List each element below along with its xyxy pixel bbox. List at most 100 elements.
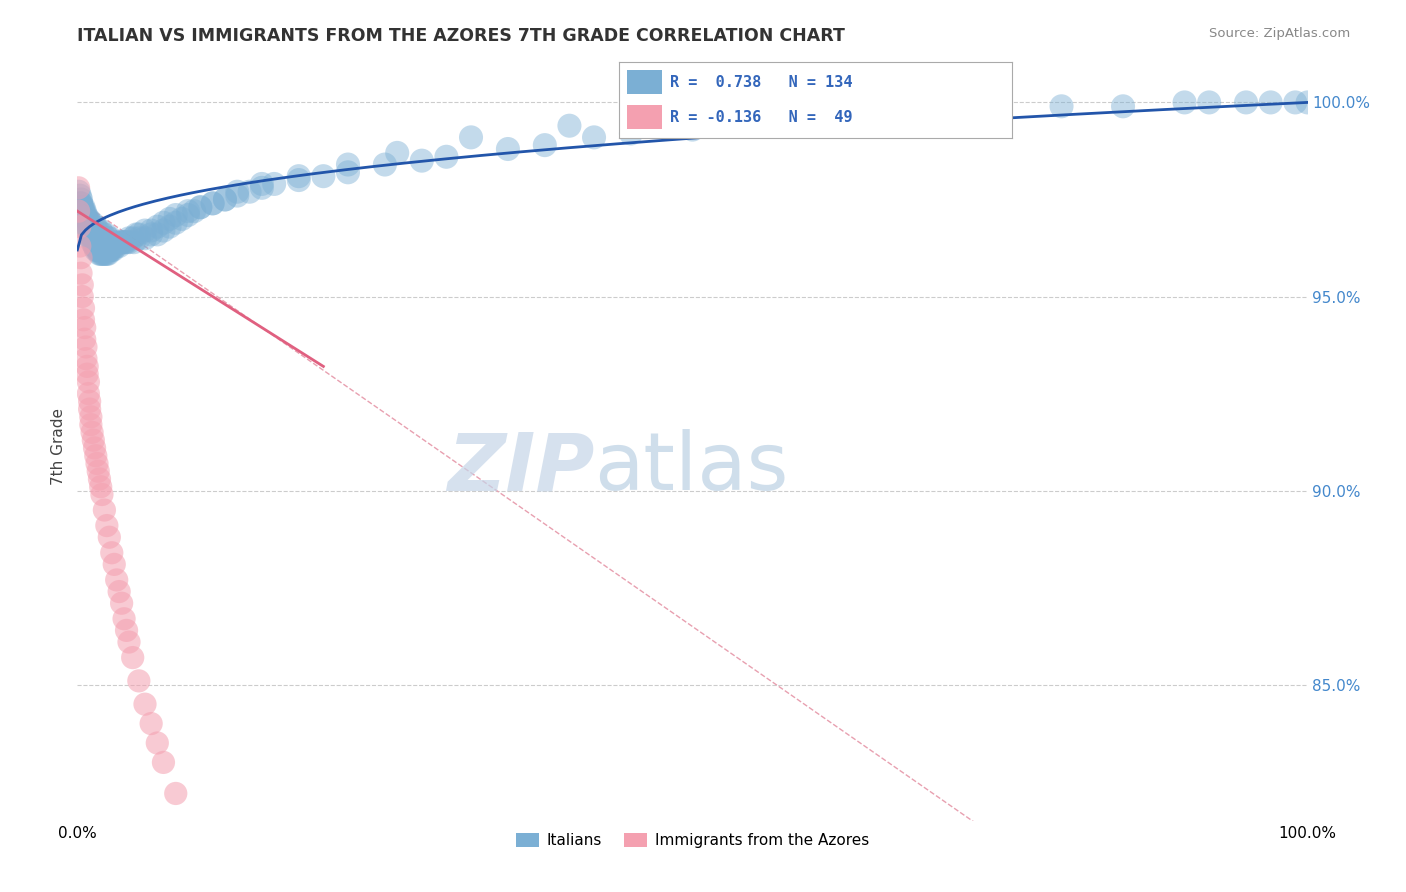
Point [69, 219, 91, 234]
Point [70, 200, 93, 214]
Text: Source: ZipAtlas.com: Source: ZipAtlas.com [1209, 27, 1350, 40]
Point [159, 211, 181, 226]
Point [103, 235, 125, 250]
Point [84, 239, 107, 253]
Point [70, 200, 93, 214]
Point [742, 119, 765, 133]
Point [188, 200, 212, 214]
Point [460, 130, 482, 145]
Point [87, 223, 110, 237]
Point [411, 153, 433, 168]
Point [100, 243, 122, 257]
Point [201, 196, 224, 211]
Point [93, 503, 115, 517]
Point [115, 624, 138, 638]
Point [121, 650, 143, 665]
Point [69, 239, 91, 253]
Point [170, 211, 193, 226]
Point [80, 231, 103, 245]
Point [89, 243, 111, 257]
Point [141, 223, 163, 237]
Point [77, 219, 100, 234]
Point [79, 227, 101, 242]
Point [141, 227, 163, 242]
Point [496, 142, 519, 156]
Point [1296, 95, 1319, 110]
Point [86, 457, 108, 471]
Point [177, 208, 200, 222]
Point [83, 441, 105, 455]
Point [98, 530, 121, 544]
Point [239, 185, 262, 199]
Point [90, 223, 112, 237]
Point [75, 340, 97, 354]
Point [72, 301, 94, 315]
Point [288, 169, 311, 184]
Point [183, 204, 205, 219]
Point [96, 247, 118, 261]
Point [76, 367, 98, 381]
Point [682, 107, 704, 121]
Point [70, 266, 93, 280]
Point [583, 130, 606, 145]
Point [79, 223, 101, 237]
Point [103, 239, 125, 253]
Point [77, 386, 100, 401]
Point [988, 103, 1011, 118]
Point [118, 635, 141, 649]
Point [82, 433, 104, 447]
Point [80, 409, 103, 424]
Point [98, 243, 121, 257]
Point [1260, 95, 1282, 110]
Point [76, 211, 98, 226]
Point [141, 716, 163, 731]
Point [69, 196, 91, 211]
Point [134, 697, 156, 711]
Text: atlas: atlas [595, 429, 789, 508]
Point [108, 584, 131, 599]
Point [67, 185, 90, 199]
Point [82, 231, 104, 245]
Point [72, 313, 94, 327]
Point [108, 239, 131, 253]
Point [73, 332, 96, 346]
Point [152, 216, 174, 230]
Point [165, 787, 187, 801]
Point [84, 219, 107, 234]
Point [82, 235, 104, 250]
Point [146, 219, 169, 234]
Point [94, 227, 117, 242]
Point [250, 181, 273, 195]
Point [188, 200, 212, 214]
Point [75, 351, 97, 366]
FancyBboxPatch shape [627, 105, 662, 129]
Point [165, 208, 187, 222]
Point [1112, 99, 1135, 113]
Point [226, 185, 249, 199]
Point [118, 235, 141, 250]
Point [682, 122, 704, 136]
Point [86, 243, 108, 257]
Point [90, 480, 112, 494]
Point [128, 673, 150, 688]
Point [82, 235, 104, 250]
Point [105, 239, 128, 253]
Point [77, 223, 100, 237]
Point [96, 518, 118, 533]
Point [263, 177, 285, 191]
Point [101, 546, 124, 560]
Point [101, 243, 124, 257]
Point [288, 173, 311, 187]
Text: R = -0.136   N =  49: R = -0.136 N = 49 [669, 110, 852, 125]
Point [128, 231, 150, 245]
Point [105, 573, 128, 587]
Point [312, 169, 335, 184]
Point [94, 247, 117, 261]
Point [89, 472, 111, 486]
Point [866, 111, 889, 125]
Point [73, 208, 96, 222]
Point [1234, 95, 1257, 110]
Point [79, 394, 101, 409]
Point [69, 188, 91, 202]
Point [90, 247, 112, 261]
